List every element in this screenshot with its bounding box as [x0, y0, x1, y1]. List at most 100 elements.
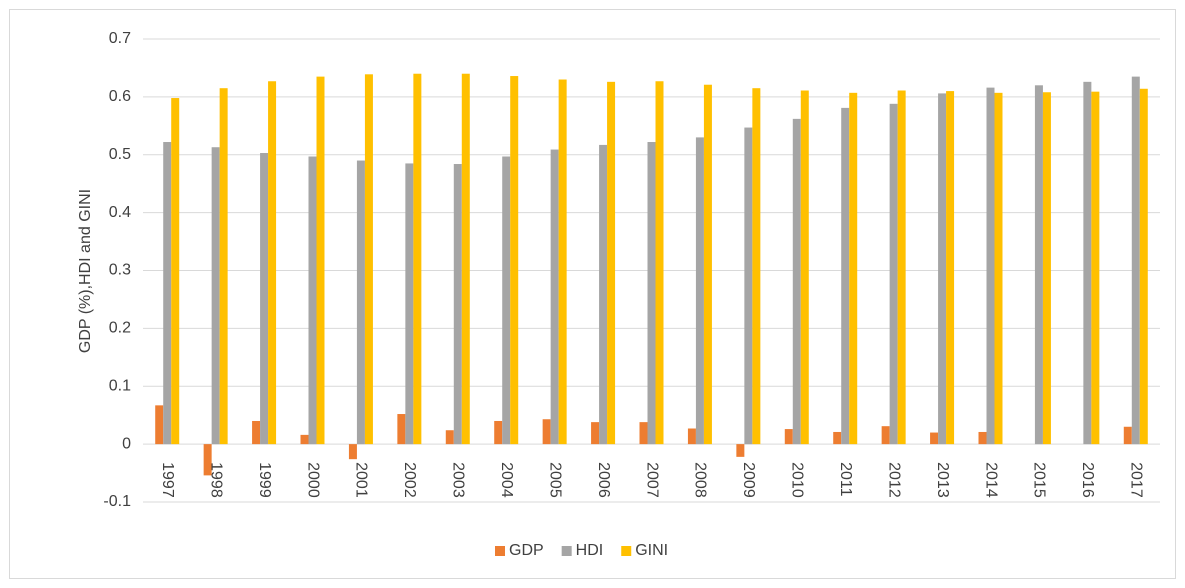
bar — [316, 76, 325, 445]
bar — [219, 88, 228, 445]
y-tick-label: 0.3 — [109, 262, 131, 279]
bar — [260, 153, 269, 445]
x-tick-label: 2000 — [304, 462, 321, 498]
bar — [1042, 92, 1051, 445]
x-tick-label: 2003 — [450, 462, 467, 498]
bar — [833, 431, 842, 445]
bar — [550, 149, 559, 445]
x-tick-label: 2012 — [885, 462, 902, 498]
x-tick-label: 1999 — [256, 462, 273, 498]
y-tick-label: 0.5 — [109, 146, 131, 163]
x-tick-label: 2014 — [982, 462, 999, 498]
bar — [703, 84, 712, 445]
x-tick-label: 2011 — [837, 462, 854, 497]
bar — [599, 144, 608, 445]
bar — [502, 156, 511, 445]
x-tick-label: 2004 — [498, 462, 515, 498]
bar — [752, 88, 761, 445]
legend-label: HDI — [576, 542, 604, 559]
bar — [364, 74, 373, 445]
y-tick-label: -0.1 — [103, 493, 131, 510]
bar — [744, 127, 753, 445]
bar — [1131, 76, 1140, 445]
bar — [1139, 88, 1148, 445]
y-tick-label: 0 — [122, 435, 131, 452]
bar — [413, 73, 422, 445]
legend-label: GINI — [635, 542, 668, 559]
bar — [510, 76, 519, 445]
x-tick-label: 2013 — [934, 462, 951, 498]
bar — [849, 92, 858, 445]
bar — [784, 429, 793, 445]
bar — [356, 160, 365, 445]
x-tick-label: 2002 — [401, 462, 418, 498]
bar — [889, 103, 898, 445]
legend-swatch — [621, 546, 632, 556]
bar — [211, 147, 220, 445]
x-tick-label: 2015 — [1031, 462, 1048, 498]
legend-label: GDP — [509, 542, 544, 559]
x-tick-label: 2001 — [353, 462, 370, 498]
bar — [252, 420, 261, 445]
bar — [687, 428, 696, 445]
bar — [978, 431, 987, 445]
bar — [591, 422, 600, 445]
bar — [163, 142, 172, 445]
bar — [607, 81, 616, 445]
bar — [655, 81, 664, 445]
bar — [994, 92, 1003, 445]
y-tick-label: 0.2 — [109, 320, 131, 337]
legend-swatch — [495, 546, 505, 556]
y-tick-label: 0.7 — [109, 30, 131, 47]
x-tick-label: 1998 — [207, 462, 224, 498]
bar — [453, 164, 462, 445]
bar — [558, 79, 567, 445]
legend-swatch — [561, 546, 572, 556]
bar — [695, 137, 704, 445]
x-tick-label: 2016 — [1079, 462, 1096, 498]
bar — [1091, 91, 1100, 445]
bar — [155, 405, 164, 445]
bar — [792, 118, 801, 445]
bar — [405, 163, 414, 445]
bar — [800, 90, 809, 445]
bar — [841, 107, 850, 445]
x-tick-label: 2010 — [789, 462, 806, 498]
x-tick-label: 2009 — [740, 462, 757, 498]
bar — [639, 422, 648, 445]
x-tick-label: 2017 — [1128, 462, 1145, 498]
bar — [897, 90, 906, 445]
bar — [171, 98, 180, 445]
bar — [946, 91, 955, 445]
bar — [494, 420, 503, 445]
bar — [1123, 426, 1132, 445]
x-tick-label: 2008 — [692, 462, 709, 498]
bar — [881, 426, 890, 445]
y-tick-label: 0.4 — [109, 204, 131, 221]
bar — [461, 73, 470, 445]
bar — [397, 414, 406, 445]
bar — [308, 156, 317, 445]
y-tick-label: 0.6 — [109, 88, 131, 105]
bar — [348, 444, 357, 460]
bar — [930, 432, 939, 445]
bar — [445, 430, 454, 445]
y-tick-label: 0.1 — [109, 377, 131, 394]
x-tick-label: 2007 — [643, 462, 660, 498]
bar — [986, 87, 995, 445]
bar — [1083, 81, 1092, 445]
bar — [203, 444, 212, 476]
bar — [647, 142, 656, 445]
bar — [268, 81, 277, 445]
bar — [938, 93, 947, 445]
bar — [542, 419, 551, 445]
x-tick-label: 2005 — [546, 462, 563, 498]
bar — [1034, 85, 1043, 445]
bar — [300, 434, 309, 445]
chart-border — [9, 9, 1176, 579]
x-tick-label: 1997 — [159, 462, 176, 498]
x-tick-label: 2006 — [595, 462, 612, 498]
y-axis-label: GDP (%),HDI and GINI — [77, 189, 94, 353]
bar — [736, 444, 745, 457]
